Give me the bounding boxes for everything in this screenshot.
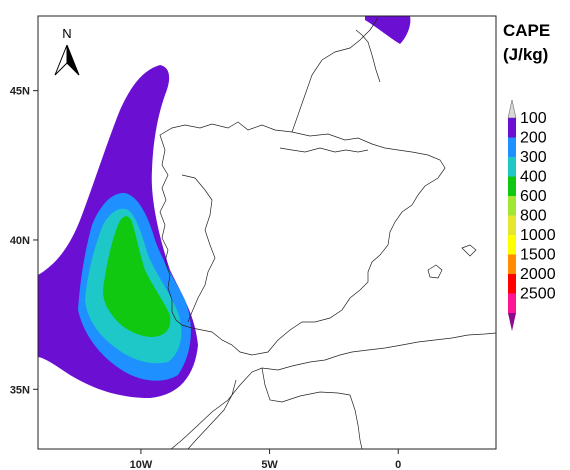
colorbar-swatch [508,137,516,157]
colorbar-swatch [508,235,516,255]
colorbar-over-triangle [508,313,516,331]
latitude-axis: 45N 40N 35N [10,86,38,396]
cape-contour-400 [103,216,171,337]
colorbar-label: 1500 [520,247,556,264]
colorbar-label: 600 [520,188,547,205]
colorbar-swatch [508,215,516,235]
legend-title: CAPE [503,21,551,40]
longitude-tick-label: 0 [395,459,401,470]
coastlines [159,17,496,449]
cape-contour-100-north [365,16,411,44]
colorbar-swatch [508,176,516,196]
map-plot-area [38,16,496,449]
longitude-tick-label: 10W [130,459,153,470]
colorbar-swatch [508,254,516,274]
colorbar-swatch [508,196,516,216]
colorbar-label: 2500 [520,286,556,303]
colorbar-label: 200 [520,130,547,147]
colorbar-swatch [508,293,516,313]
map-frame [37,15,497,450]
colorbar-under-triangle [507,99,517,119]
latitude-tick-label: 45N [10,86,30,98]
colorbar-swatch [508,157,516,177]
legend-units: (J/kg) [503,45,549,64]
colorbar-label: 800 [520,208,547,225]
colorbar-label: 1000 [520,227,556,244]
colorbar-swatch [508,118,516,138]
longitude-axis: 10W 5W 0 [130,449,401,470]
longitude-tick-label: 5W [261,459,278,470]
colorbar-label: 2000 [520,266,556,283]
cape-colorbar: 100 200 300 400 600 800 1000 1500 2000 2500 [507,99,556,331]
colorbar-label: 300 [520,149,547,166]
colorbar-label: 100 [520,110,547,127]
north-arrow-label: N [62,26,71,41]
colorbar-swatch [508,274,516,294]
latitude-tick-label: 35N [10,384,30,396]
colorbar-label: 400 [520,169,547,186]
north-arrow-icon [54,44,80,76]
latitude-tick-label: 40N [10,235,30,247]
